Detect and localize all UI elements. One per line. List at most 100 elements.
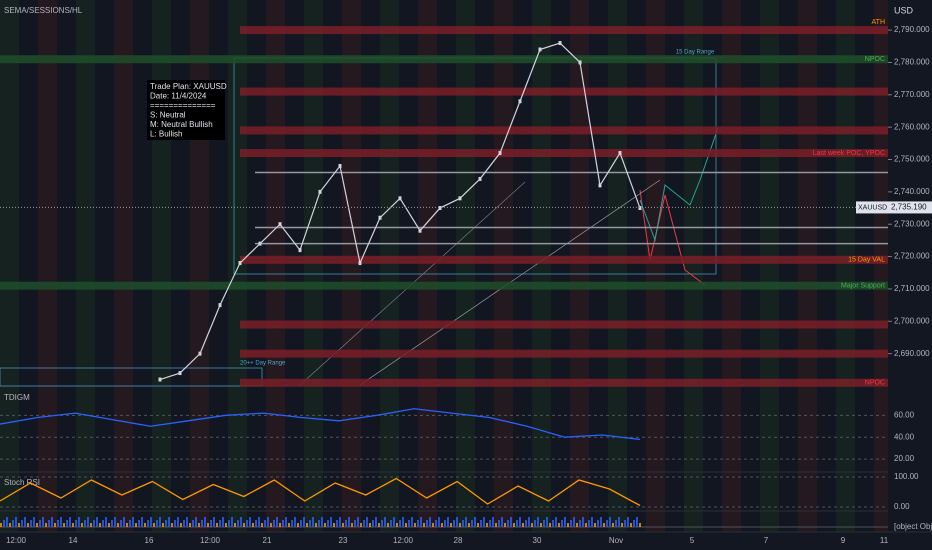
- volume-bar: [252, 523, 254, 527]
- candle: [198, 351, 202, 356]
- projection-bearish: [639, 189, 706, 286]
- time-label: 5: [690, 536, 695, 545]
- volume-bar: [42, 517, 44, 527]
- volume-bar: [177, 517, 179, 527]
- volume-bar: [237, 520, 239, 527]
- time-label: 30: [533, 536, 542, 545]
- volume-bar: [393, 517, 395, 527]
- price-tick-label: 2,690.000: [894, 349, 930, 358]
- session-stripe: [513, 0, 532, 532]
- price-tick-label: 2,710.000: [894, 284, 930, 293]
- volume-bar: [54, 523, 56, 527]
- volume-bar: [540, 523, 542, 527]
- volume-bar: [186, 517, 188, 527]
- volume-bar: [591, 517, 593, 527]
- level-zone: [240, 87, 888, 96]
- volume-bar: [636, 517, 638, 527]
- session-stripe: [741, 0, 760, 532]
- volume-bar: [228, 520, 230, 527]
- volume-bar: [345, 520, 347, 527]
- session-stripe: [722, 0, 741, 532]
- volume-bar: [291, 520, 293, 527]
- volume-bar: [576, 523, 578, 527]
- volume-bar: [561, 520, 563, 527]
- volume-bar: [456, 517, 458, 527]
- volume-bar: [183, 520, 185, 527]
- volume-bar: [609, 517, 611, 527]
- volume-bar: [327, 520, 329, 527]
- price-axis-bg: [888, 0, 932, 550]
- volume-bar: [360, 523, 362, 527]
- level-label: Major Support: [841, 283, 885, 290]
- volume-bar: [36, 523, 38, 527]
- volume-bar: [528, 517, 530, 527]
- trade-plan-line: L: Bullish: [150, 130, 182, 139]
- volume-bar: [207, 523, 209, 527]
- volume-bar: [315, 523, 317, 527]
- volume-bar: [507, 520, 509, 527]
- time-label: 28: [454, 536, 463, 545]
- price-tick-label: 2,780.000: [894, 58, 930, 67]
- volume-bar: [234, 523, 236, 527]
- volume-bar: [417, 520, 419, 527]
- volume-bar: [537, 517, 539, 527]
- volume-bar: [57, 520, 59, 527]
- volume-bar: [483, 517, 485, 527]
- candle: [618, 151, 622, 156]
- volume-bar: [357, 517, 359, 527]
- candle: [278, 222, 282, 227]
- volume-bar: [588, 520, 590, 527]
- volume-bar: [435, 520, 437, 527]
- candle: [538, 47, 542, 52]
- volume-bar: [405, 523, 407, 527]
- volume-bar: [255, 520, 257, 527]
- session-stripe: [817, 0, 836, 532]
- session-stripe: [209, 0, 228, 532]
- volume-bar: [477, 523, 479, 527]
- volume-bar: [138, 520, 140, 527]
- volume-bar: [633, 520, 635, 527]
- candle: [158, 377, 162, 382]
- range-box: [0, 367, 263, 387]
- volume-bar: [354, 520, 356, 527]
- volume-bar: [12, 520, 14, 527]
- candle: [498, 151, 502, 156]
- trade-plan-line: M: Neutral Bullish: [150, 120, 213, 129]
- price-tick-label: 2,700.000: [894, 316, 930, 325]
- session-stripe: [798, 0, 817, 532]
- volume-bar: [600, 517, 602, 527]
- volume-bar: [96, 517, 98, 527]
- time-label: 21: [263, 536, 272, 545]
- candle: [418, 228, 422, 233]
- volume-bar: [450, 523, 452, 527]
- session-stripe: [133, 0, 152, 532]
- session-stripe: [551, 0, 570, 532]
- volume-tick-label: [object Object]: [894, 522, 932, 531]
- session-stripe: [684, 0, 703, 532]
- candle: [378, 215, 382, 220]
- volume-bar: [486, 523, 488, 527]
- volume-bar: [423, 523, 425, 527]
- volume-bar: [333, 523, 335, 527]
- volume-bar: [531, 523, 533, 527]
- session-stripe: [855, 0, 874, 532]
- volume-bar: [468, 523, 470, 527]
- volume-bar: [201, 520, 203, 527]
- session-stripe: [665, 0, 684, 532]
- time-label: 12:00: [6, 536, 27, 545]
- volume-bar: [555, 517, 557, 527]
- volume-bar: [159, 517, 161, 527]
- volume-bar: [303, 517, 305, 527]
- level-label: Last week POC, YPOC: [813, 150, 885, 157]
- volume-bar: [474, 517, 476, 527]
- price-tick-label: 2,740.000: [894, 187, 930, 196]
- level-zone: [0, 281, 888, 290]
- volume-bar: [210, 520, 212, 527]
- volume-bar: [75, 520, 77, 527]
- volume-bar: [288, 523, 290, 527]
- volume-bar: [198, 523, 200, 527]
- volume-bar: [366, 517, 368, 527]
- candle: [318, 189, 322, 194]
- range-label: 20++ Day Range: [240, 361, 286, 367]
- candle: [178, 371, 182, 376]
